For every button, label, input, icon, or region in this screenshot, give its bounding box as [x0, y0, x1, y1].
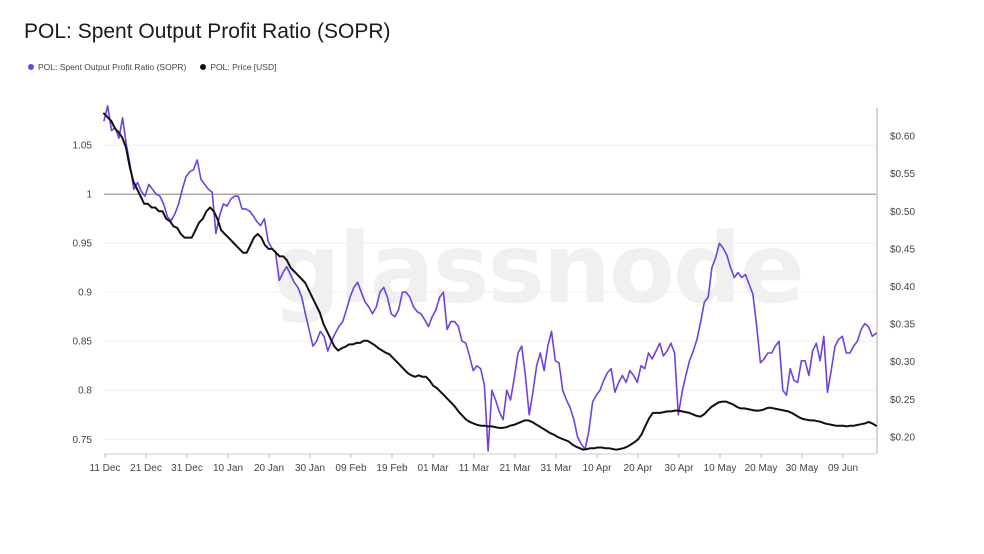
x-tick-label: 11 Mar — [459, 463, 490, 474]
x-tick-label: 09 Feb — [335, 463, 367, 474]
y-left-tick-label: 1 — [86, 190, 92, 201]
legend-item-price[interactable]: POL: Price [USD] — [200, 62, 276, 72]
y-left-tick-label: 0.9 — [78, 288, 92, 299]
x-tick-label: 10 May — [704, 463, 737, 474]
x-tick-label: 01 Mar — [417, 463, 449, 474]
x-tick-label: 20 Apr — [624, 463, 654, 474]
legend-label-sopr: POL: Spent Output Profit Ratio (SOPR) — [38, 62, 187, 72]
legend: POL: Spent Output Profit Ratio (SOPR) PO… — [28, 62, 276, 72]
x-tick-label: 31 Mar — [540, 463, 572, 474]
watermark: glassnode — [272, 213, 803, 325]
y-left-tick-label: 0.95 — [73, 239, 93, 250]
y-right-tick-label: $0.60 — [890, 132, 915, 143]
y-right-tick-label: $0.50 — [890, 207, 915, 218]
x-tick-label: 19 Feb — [376, 463, 408, 474]
x-tick-label: 30 Jan — [295, 463, 325, 474]
gridlines — [104, 144, 876, 440]
axes — [104, 108, 878, 455]
x-tick-label: 30 May — [786, 463, 819, 474]
legend-label-price: POL: Price [USD] — [210, 62, 277, 72]
price-series-marker-icon — [200, 64, 207, 70]
x-tick-label: 10 Apr — [583, 463, 613, 474]
series-layer — [103, 105, 877, 452]
y-right-axis-ticks: $0.20 $0.25 $0.30 $0.35 $0.40 $0.45 $0.50 $0.55… — [890, 132, 915, 444]
legend-item-sopr[interactable]: POL: Spent Output Profit Ratio (SOPR) — [28, 62, 186, 72]
sopr-series-marker-icon — [28, 64, 34, 70]
y-right-tick-label: $0.45 — [890, 244, 915, 255]
sopr-series-line — [103, 105, 877, 452]
x-axis-ticks: 11 Dec 21 Dec 31 Dec 10 Jan 20 Jan 30 Jan 09 F… — [90, 454, 858, 474]
y-left-tick-label: 0.75 — [73, 435, 93, 446]
x-tick-label: 10 Jan — [213, 463, 243, 474]
y-right-tick-label: $0.30 — [890, 357, 915, 368]
price-series-line — [103, 112, 877, 451]
x-tick-label: 11 Dec — [90, 463, 121, 474]
y-left-tick-label: 0.8 — [78, 386, 92, 397]
y-right-tick-label: $0.35 — [890, 320, 915, 331]
x-tick-label: 21 Mar — [499, 463, 531, 474]
y-left-tick-label: 1.05 — [73, 141, 93, 152]
y-right-tick-label: $0.25 — [890, 395, 915, 406]
chart-title: POL: Spent Output Profit Ratio (SOPR) — [24, 20, 391, 43]
x-tick-label: 30 Apr — [665, 463, 695, 474]
y-right-tick-label: $0.55 — [890, 169, 915, 180]
y-right-tick-label: $0.20 — [890, 432, 915, 443]
y-left-axis-ticks: 0.75 0.8 0.85 0.9 0.95 1 1.05 — [73, 141, 93, 446]
x-tick-label: 20 May — [745, 463, 778, 474]
x-tick-label: 31 Dec — [171, 463, 203, 474]
y-left-tick-label: 0.85 — [73, 337, 93, 348]
x-tick-label: 20 Jan — [254, 463, 284, 474]
y-right-tick-label: $0.40 — [890, 282, 915, 293]
x-tick-label: 21 Dec — [130, 463, 162, 474]
x-tick-label: 09 Jun — [828, 463, 858, 474]
